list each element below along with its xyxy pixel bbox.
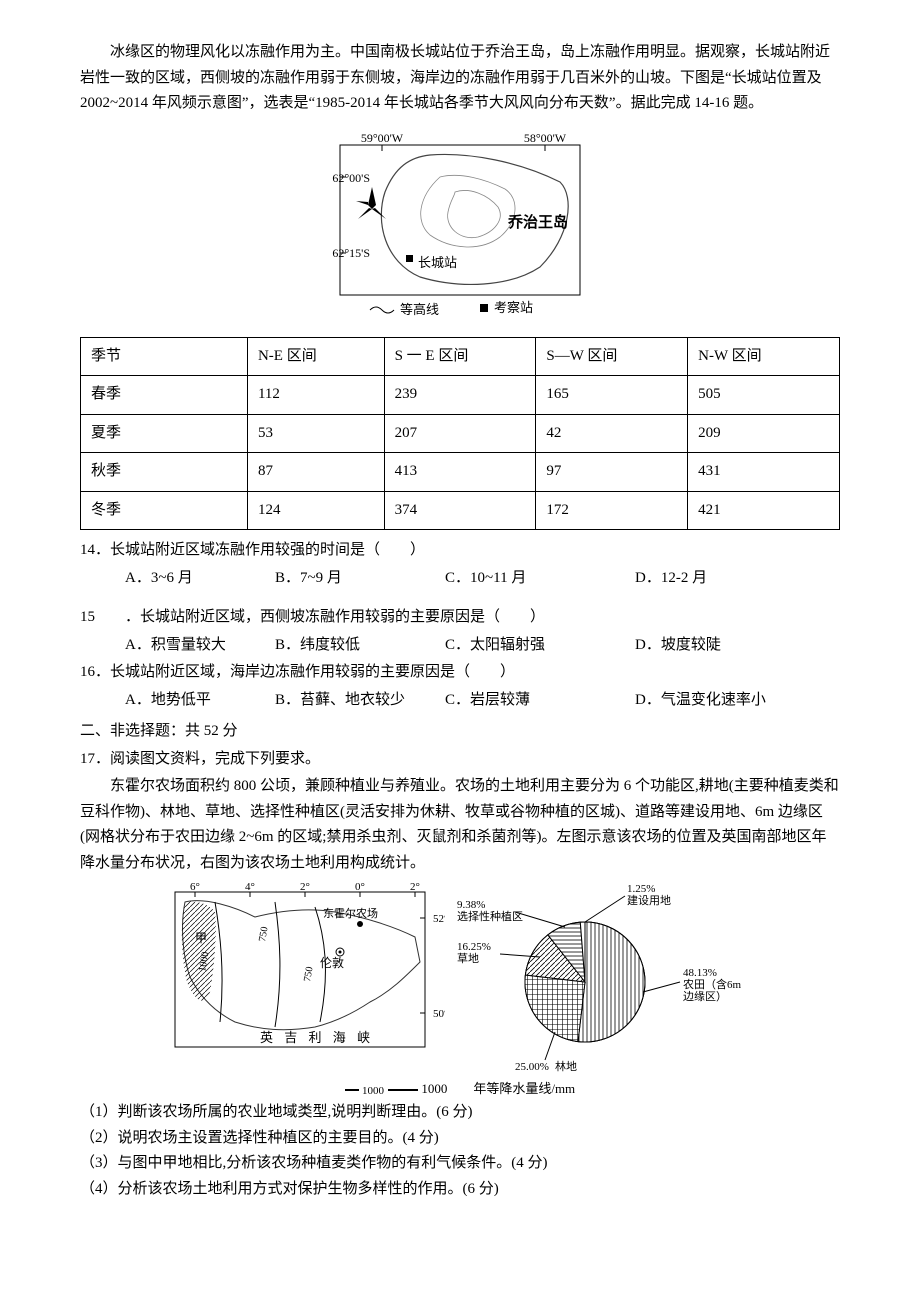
svg-text:1.25%: 1.25% [627,883,655,895]
svg-text:农田（含6m: 农田（含6m [683,977,741,991]
svg-text:9.38%: 9.38% [457,899,485,911]
q15-B: B．纬度较低 [275,633,445,659]
svg-text:59°00'W: 59°00'W [361,131,404,145]
q16-stem: 16．长城站附近区域，海岸边冻融作用较弱的主要原因是（ ） [80,660,840,686]
svg-text:48.13%: 48.13% [683,967,717,979]
svg-text:52°: 52° [433,913,445,925]
svg-text:50°: 50° [433,1008,445,1020]
q15-stem: 15 ．长城站附近区域，西侧坡冻融作用较弱的主要原因是（ ） [80,605,840,631]
svg-text:62°15'S: 62°15'S [332,246,370,260]
svg-text:等高线: 等高线 [400,302,439,317]
q16-A: A．地势低平 [125,688,275,714]
q14-options: A．3~6 月 B．7~9 月 C．10~11 月 D．12-2 月 [125,566,840,592]
th: N-W 区间 [688,337,840,376]
svg-text:选择性种植区: 选择性种植区 [457,909,523,923]
svg-text:草地: 草地 [457,952,479,965]
map2-legend-text: 1000 年等降水量线/mm [421,1081,575,1096]
q16-B: B．苔藓、地衣较少 [275,688,445,714]
passage-1: 冰缘区的物理风化以冻融作用为主。中国南极长城站位于乔治王岛，岛上冻融作用明显。据… [80,40,840,117]
exam-page: 冰缘区的物理风化以冻融作用为主。中国南极长城站位于乔治王岛，岛上冻融作用明显。据… [0,0,920,1242]
map2-legend: 1000 1000 年等降水量线/mm [80,1078,840,1100]
q14-A: A．3~6 月 [125,566,275,592]
svg-text:16.25%: 16.25% [457,941,491,953]
q14-D: D．12-2 月 [635,566,707,592]
th: S—W 区间 [536,337,688,376]
wind-table: 季节 N-E 区间 S 一 E 区间 S—W 区间 N-W 区间 春季 112 … [80,337,840,531]
svg-text:考察站: 考察站 [494,300,533,315]
svg-text:4°: 4° [245,882,255,893]
q17-3: （3）与图中甲地相比,分析该农场种植麦类作物的有利气候条件。(4 分) [80,1151,840,1177]
q15-D: D．坡度较陡 [635,633,721,659]
svg-text:6°: 6° [190,882,200,893]
map-figure-1: 59°00'W 58°00'W 62°00'S 62°15'S 长城站 乔治王岛 [80,127,840,327]
q17-2: （2）说明农场主设置选择性种植区的主要目的。(4 分) [80,1126,840,1152]
svg-text:乔治王岛: 乔治王岛 [507,213,568,231]
table-body: 季节 N-E 区间 S 一 E 区间 S—W 区间 N-W 区间 春季 112 … [81,337,840,530]
svg-text:0°: 0° [355,882,365,893]
svg-text:英 吉 利 海 峡: 英 吉 利 海 峡 [260,1030,374,1045]
table-row: 冬季 124 374 172 421 [81,491,840,530]
q16-D: D．气温变化速率小 [635,688,766,714]
svg-text:25.00%: 25.00% [515,1061,549,1072]
spacer [80,591,840,603]
svg-text:长城站: 长城站 [418,255,457,270]
svg-text:甲: 甲 [195,931,207,945]
q17-passage: 东霍尔农场面积约 800 公顷，兼顾种植业与养殖业。农场的土地利用主要分为 6 … [80,774,840,876]
svg-text:东霍尔农场: 东霍尔农场 [323,906,378,920]
q17-4: （4）分析该农场土地利用方式对保护生物多样性的作用。(6 分) [80,1177,840,1203]
map1-svg: 59°00'W 58°00'W 62°00'S 62°15'S 长城站 乔治王岛 [310,127,610,327]
th: 季节 [81,337,248,376]
q14-stem: 14．长城站附近区域冻融作用较强的时间是（ ） [80,538,840,564]
q17-head: 17．阅读图文资料，完成下列要求。 [80,747,840,773]
th: N-E 区间 [247,337,384,376]
th: S 一 E 区间 [384,337,536,376]
q15-C: C．太阳辐射强 [445,633,635,659]
svg-text:林地: 林地 [555,1059,577,1072]
svg-text:58°00'W: 58°00'W [524,131,567,145]
q17-1: （1）判断该农场所属的农业地域类型,说明判断理由。(6 分) [80,1100,840,1126]
table-row: 秋季 87 413 97 431 [81,453,840,492]
q15-options: A．积雪量较大 B．纬度较低 C．太阳辐射强 D．坡度较陡 [125,633,840,659]
svg-text:伦敦: 伦敦 [320,955,344,970]
table-row: 春季 112 239 165 505 [81,376,840,415]
uk-map-svg: 6° 4° 2° 0° 2° 52° 50° 1000 750 750 [165,882,445,1072]
table-row: 夏季 53 207 42 209 [81,414,840,453]
q14-C: C．10~11 月 [445,566,635,592]
svg-text:2°: 2° [300,882,310,893]
svg-text:建设用地: 建设用地 [627,893,671,907]
section2-head: 二、非选择题：共 52 分 [80,719,840,745]
pie-chart-svg: 1.25% 建设用地 9.38% 选择性种植区 16.25% 草地 25.00%… [455,882,755,1072]
q14-B: B．7~9 月 [275,566,445,592]
svg-text:2°: 2° [410,882,420,893]
q16-C: C．岩层较薄 [445,688,635,714]
table-header-row: 季节 N-E 区间 S 一 E 区间 S—W 区间 N-W 区间 [81,337,840,376]
q15-A: A．积雪量较大 [125,633,275,659]
figure-row: 6° 4° 2° 0° 2° 52° 50° 1000 750 750 [80,882,840,1072]
svg-text:62°00'S: 62°00'S [332,171,370,185]
q16-options: A．地势低平 B．苔藓、地衣较少 C．岩层较薄 D．气温变化速率小 [125,688,840,714]
svg-text:边缘区）: 边缘区） [683,990,727,1003]
svg-text:1000: 1000 [362,1085,385,1095]
